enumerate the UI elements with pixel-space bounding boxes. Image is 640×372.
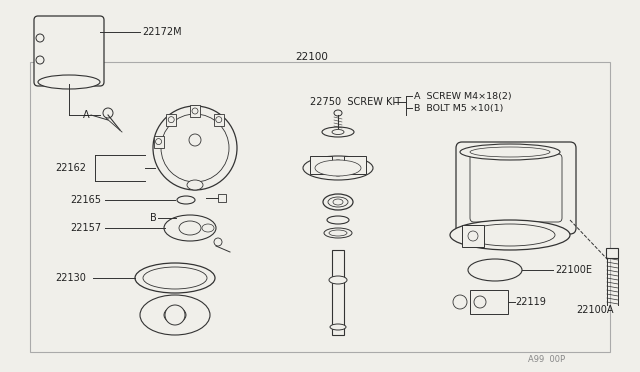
- Text: B  BOLT M5 ×10(1): B BOLT M5 ×10(1): [414, 103, 504, 112]
- Ellipse shape: [164, 215, 216, 241]
- Bar: [166, 114, 176, 126]
- Bar: [344, 156, 366, 174]
- Ellipse shape: [333, 199, 343, 205]
- Text: 22750  SCREW KIT: 22750 SCREW KIT: [310, 97, 401, 107]
- Ellipse shape: [460, 144, 560, 160]
- Bar: [310, 156, 332, 174]
- Circle shape: [36, 34, 44, 42]
- Text: A99  00P: A99 00P: [528, 356, 565, 365]
- Circle shape: [189, 134, 201, 146]
- Text: A: A: [83, 110, 90, 120]
- FancyBboxPatch shape: [34, 16, 104, 86]
- Bar: [218, 194, 226, 202]
- Bar: [606, 248, 618, 258]
- Text: 22100E: 22100E: [555, 265, 592, 275]
- Circle shape: [468, 231, 478, 241]
- Circle shape: [36, 56, 44, 64]
- Circle shape: [161, 114, 229, 182]
- Ellipse shape: [328, 197, 348, 207]
- Circle shape: [153, 106, 237, 190]
- Text: 22157: 22157: [70, 223, 101, 233]
- Ellipse shape: [135, 263, 215, 293]
- Ellipse shape: [327, 216, 349, 224]
- Bar: [154, 135, 164, 148]
- Ellipse shape: [334, 110, 342, 116]
- Ellipse shape: [450, 220, 570, 250]
- Ellipse shape: [38, 75, 100, 89]
- Text: 22100: 22100: [295, 52, 328, 62]
- Ellipse shape: [143, 267, 207, 289]
- Ellipse shape: [179, 221, 201, 235]
- Ellipse shape: [303, 156, 373, 180]
- Text: 22162: 22162: [55, 163, 86, 173]
- Ellipse shape: [468, 259, 522, 281]
- Circle shape: [214, 238, 222, 246]
- FancyBboxPatch shape: [456, 142, 576, 234]
- Ellipse shape: [329, 230, 347, 236]
- Ellipse shape: [465, 224, 555, 246]
- Circle shape: [330, 160, 346, 176]
- Ellipse shape: [164, 307, 186, 323]
- Ellipse shape: [202, 224, 214, 232]
- Text: 22130: 22130: [55, 273, 86, 283]
- Circle shape: [165, 305, 185, 325]
- Circle shape: [474, 296, 486, 308]
- Bar: [30, 62, 610, 352]
- Circle shape: [192, 108, 198, 114]
- Ellipse shape: [330, 324, 346, 330]
- Bar: [214, 114, 224, 126]
- Bar: [190, 105, 200, 117]
- Text: A  SCREW M4×18(2): A SCREW M4×18(2): [414, 92, 511, 100]
- Ellipse shape: [453, 295, 467, 309]
- Circle shape: [216, 117, 222, 123]
- Ellipse shape: [323, 194, 353, 210]
- Circle shape: [156, 139, 161, 145]
- Bar: [332, 250, 344, 335]
- Ellipse shape: [322, 127, 354, 137]
- Bar: [470, 290, 508, 314]
- Ellipse shape: [470, 147, 550, 157]
- Text: 22172M: 22172M: [142, 27, 182, 37]
- Text: 22165: 22165: [70, 195, 101, 205]
- Circle shape: [103, 108, 113, 118]
- Bar: [462, 225, 484, 247]
- Text: 22100A: 22100A: [576, 305, 614, 315]
- Text: 22119: 22119: [515, 297, 546, 307]
- Ellipse shape: [177, 196, 195, 204]
- Ellipse shape: [329, 276, 347, 284]
- Ellipse shape: [187, 180, 203, 190]
- Circle shape: [168, 117, 174, 123]
- FancyBboxPatch shape: [470, 154, 562, 222]
- Text: B: B: [150, 213, 157, 223]
- Ellipse shape: [332, 129, 344, 135]
- Ellipse shape: [315, 160, 361, 176]
- Ellipse shape: [324, 228, 352, 238]
- Ellipse shape: [140, 295, 210, 335]
